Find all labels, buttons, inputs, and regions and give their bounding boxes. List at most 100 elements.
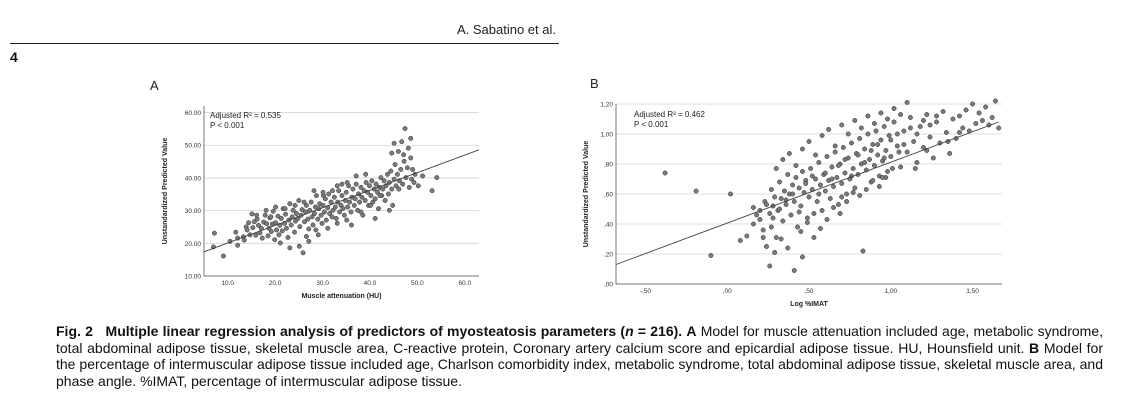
data-point (344, 180, 350, 185)
data-point (737, 238, 743, 243)
data-point (898, 112, 904, 117)
data-point (302, 219, 307, 225)
data-point (839, 181, 845, 186)
regression-line (203, 149, 480, 253)
data-point (402, 126, 408, 132)
data-point (396, 186, 402, 192)
data-point (873, 128, 879, 134)
data-point (367, 183, 372, 189)
data-point (996, 125, 1002, 131)
data-point (912, 166, 918, 171)
data-point (259, 235, 265, 241)
data-point (806, 194, 812, 200)
data-point (344, 217, 350, 223)
data-point (372, 196, 378, 202)
data-point (885, 116, 890, 122)
data-point (883, 148, 889, 153)
data-point (351, 202, 357, 208)
running-head: A. Sabatino et al. (456, 22, 556, 37)
data-point (829, 176, 835, 182)
data-point (860, 248, 866, 254)
data-point (844, 191, 850, 197)
data-point (764, 244, 769, 249)
data-point (273, 204, 279, 210)
caption-title-n: n (625, 323, 634, 339)
data-point (287, 201, 293, 207)
y-tick-label: 1,00 (600, 132, 613, 139)
data-point (310, 222, 316, 228)
data-point (947, 151, 953, 156)
data-point (777, 206, 783, 212)
data-point (395, 148, 401, 154)
figure-panel-a: A 10.00 20.00 30.00 40.00 50.00 60.00 10.0 20.0 3… (150, 76, 490, 306)
data-point (904, 149, 910, 155)
x-tick-label: 20.0 (269, 280, 282, 287)
data-point (399, 139, 405, 145)
data-point (381, 178, 387, 184)
data-point (305, 216, 311, 222)
data-point (285, 234, 291, 240)
data-point (337, 209, 343, 215)
data-point (871, 121, 877, 126)
stats-annotation: P < 0.001 (634, 120, 669, 129)
x-tick-label: 10.0 (221, 280, 234, 287)
data-point (352, 196, 358, 202)
stats-annotation: P < 0.001 (210, 121, 245, 130)
data-point (276, 232, 282, 238)
data-point (385, 171, 390, 177)
data-point (863, 187, 869, 192)
data-point (817, 226, 823, 231)
data-point (429, 188, 435, 194)
x-tick-label: 1,00 (884, 288, 897, 295)
data-point (921, 118, 926, 123)
data-point (960, 125, 966, 131)
data-point (934, 119, 940, 125)
y-tick-label: 40.00 (185, 175, 202, 182)
data-point (325, 225, 331, 231)
x-tick-label: 50.0 (411, 280, 424, 287)
data-point (840, 145, 846, 150)
data-point (268, 229, 274, 234)
x-tick-label: -,50 (640, 288, 652, 295)
data-point (782, 188, 787, 194)
data-point (392, 162, 398, 167)
data-point (303, 202, 309, 208)
caption-text-a: Model for muscle attenuation included ag… (56, 323, 1104, 356)
data-point (345, 204, 351, 210)
data-point (800, 169, 805, 174)
data-point (832, 149, 838, 155)
data-point (250, 225, 256, 231)
data-point (813, 176, 818, 182)
data-point (434, 175, 440, 181)
header-rule (10, 43, 559, 44)
data-point (760, 235, 766, 240)
data-point (277, 240, 283, 246)
data-point (806, 139, 812, 144)
data-point (888, 137, 894, 143)
data-point (950, 116, 956, 122)
data-point (708, 253, 714, 258)
data-point (896, 149, 902, 155)
data-point (788, 212, 794, 218)
data-point (278, 216, 284, 221)
data-point (408, 135, 414, 141)
stats-annotation: Adjusted R² = 0.462 (634, 110, 705, 119)
data-point (865, 131, 871, 137)
data-point (367, 202, 373, 208)
data-point (370, 199, 376, 205)
data-point (405, 145, 411, 151)
data-point (373, 181, 379, 187)
data-point (764, 202, 769, 207)
data-point (262, 212, 268, 218)
data-point (795, 224, 801, 230)
data-point (358, 209, 364, 215)
data-point (343, 189, 349, 195)
figure-label: Fig. 2 (56, 323, 93, 339)
data-point (811, 235, 817, 240)
data-point (772, 250, 778, 255)
scatter-chart-b: B ,00 ,20 ,40 ,60 ,80 1,00 1,20 -,50 ,00 ,50 1,00 1,… (583, 76, 1002, 308)
data-point (767, 211, 773, 216)
data-point (885, 169, 890, 174)
y-tick-label: 50.00 (185, 143, 202, 150)
panel-label: A (150, 78, 159, 93)
